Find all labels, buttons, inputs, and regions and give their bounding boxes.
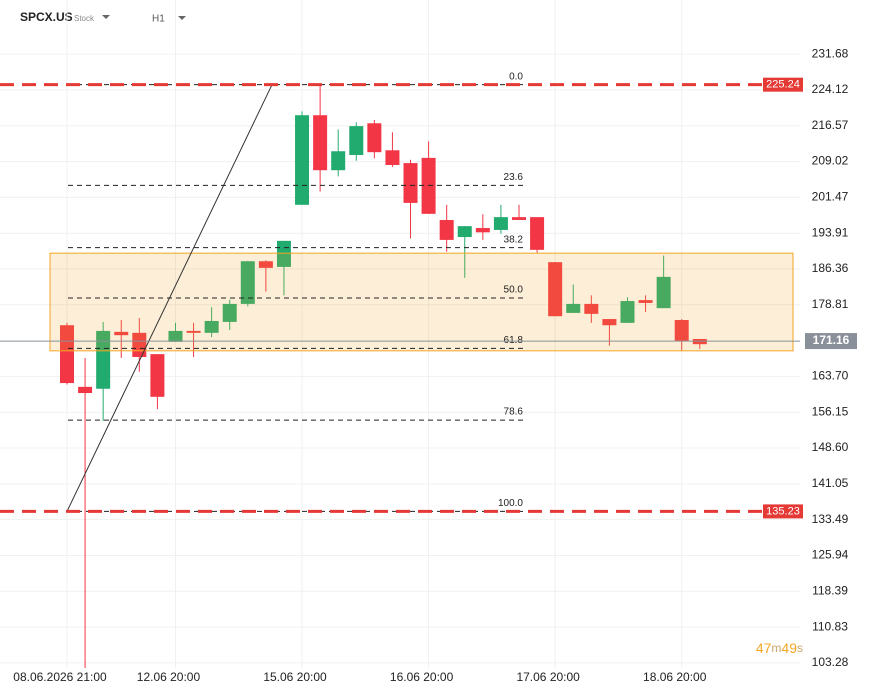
x-tick-label: 18.06 20:00 [643,670,707,684]
timer-part: 47 [756,640,772,656]
x-tick-label: 12.06 20:00 [137,670,201,684]
x-tick-label: 08.06.2026 21:00 [13,670,107,684]
candle-body [78,386,93,394]
candle-body [222,303,237,322]
candle-body [475,228,490,233]
y-tick-label: 209.02 [812,154,849,168]
fib-label: 38.2 [504,234,524,245]
candle-body [150,354,165,397]
candle-body [258,261,273,268]
candle-body [114,331,129,336]
current-price-box [805,333,857,350]
timer-part: 49 [781,640,797,656]
candle-timer: 47m49s [756,640,803,656]
zone [49,252,794,352]
candle-body [548,262,563,317]
candle-body [186,330,201,333]
candle-body [60,325,74,384]
x-tick-label: 16.06 20:00 [390,670,454,684]
candle-body [439,219,454,240]
y-tick-label: 110.83 [812,619,848,633]
asset-type: Stock [74,14,95,23]
candle-body [367,123,382,153]
y-tick-label: 141.05 [812,476,849,490]
candle-body [512,217,526,220]
fib-label: 23.6 [504,172,524,183]
y-tick-label: 148.60 [812,440,849,454]
candle-body [584,303,599,314]
price-line-box [763,77,803,92]
y-tick-label: 231.68 [812,46,849,60]
symbol[interactable]: SPCX.US [20,10,73,24]
candle-body [530,217,545,250]
y-tick-label: 125.94 [812,548,849,562]
candle-body [692,338,707,345]
interval-dropdown[interactable] [178,16,186,20]
y-tick-label: 178.81 [812,297,849,311]
price-line-label: 135.23 [766,505,800,517]
candle-body [566,303,581,313]
y-tick-label: 133.49 [812,512,849,526]
candle-body [656,276,671,309]
candle-body [204,320,219,333]
candle-body [96,330,111,389]
price-line-label: 225.24 [766,79,800,91]
price-line-box [763,504,803,519]
timer-part: m [771,641,781,655]
candle-body [620,301,635,323]
y-tick-label: 156.15 [812,404,849,418]
current-price-label: 171.16 [813,333,850,347]
timer-part: s [797,641,803,655]
y-tick-label: 163.70 [812,369,849,383]
candle-body [331,151,346,171]
fib-label: 50.0 [504,285,524,296]
candle-body [385,150,400,165]
candle-body [638,300,653,303]
candle-body [493,217,508,230]
interval[interactable]: H1 [152,14,165,25]
symbol-dropdown[interactable] [102,15,110,19]
y-tick-label: 103.28 [812,655,849,669]
candle-body [240,261,255,304]
fib-label: 100.0 [498,498,523,509]
candle-body [674,320,689,341]
x-tick-label: 17.06 20:00 [516,670,580,684]
candle-body [457,226,472,238]
candle-body [168,330,183,342]
candle-body [602,319,617,326]
fib-label: 78.6 [504,407,524,418]
fib-label: 0.0 [509,71,523,82]
x-tick-label: 15.06 20:00 [263,670,327,684]
y-tick-label: 193.91 [812,225,849,239]
fib-label: 61.8 [504,335,524,346]
candle-body [349,126,364,156]
y-tick-label: 118.39 [812,583,848,597]
candle-body [403,163,418,203]
y-tick-label: 201.47 [812,190,849,204]
candle-body [295,115,310,205]
y-tick-label: 216.57 [812,118,849,132]
candle-body [313,115,328,171]
y-tick-label: 186.36 [812,261,849,275]
y-tick-label: 224.12 [812,82,849,96]
